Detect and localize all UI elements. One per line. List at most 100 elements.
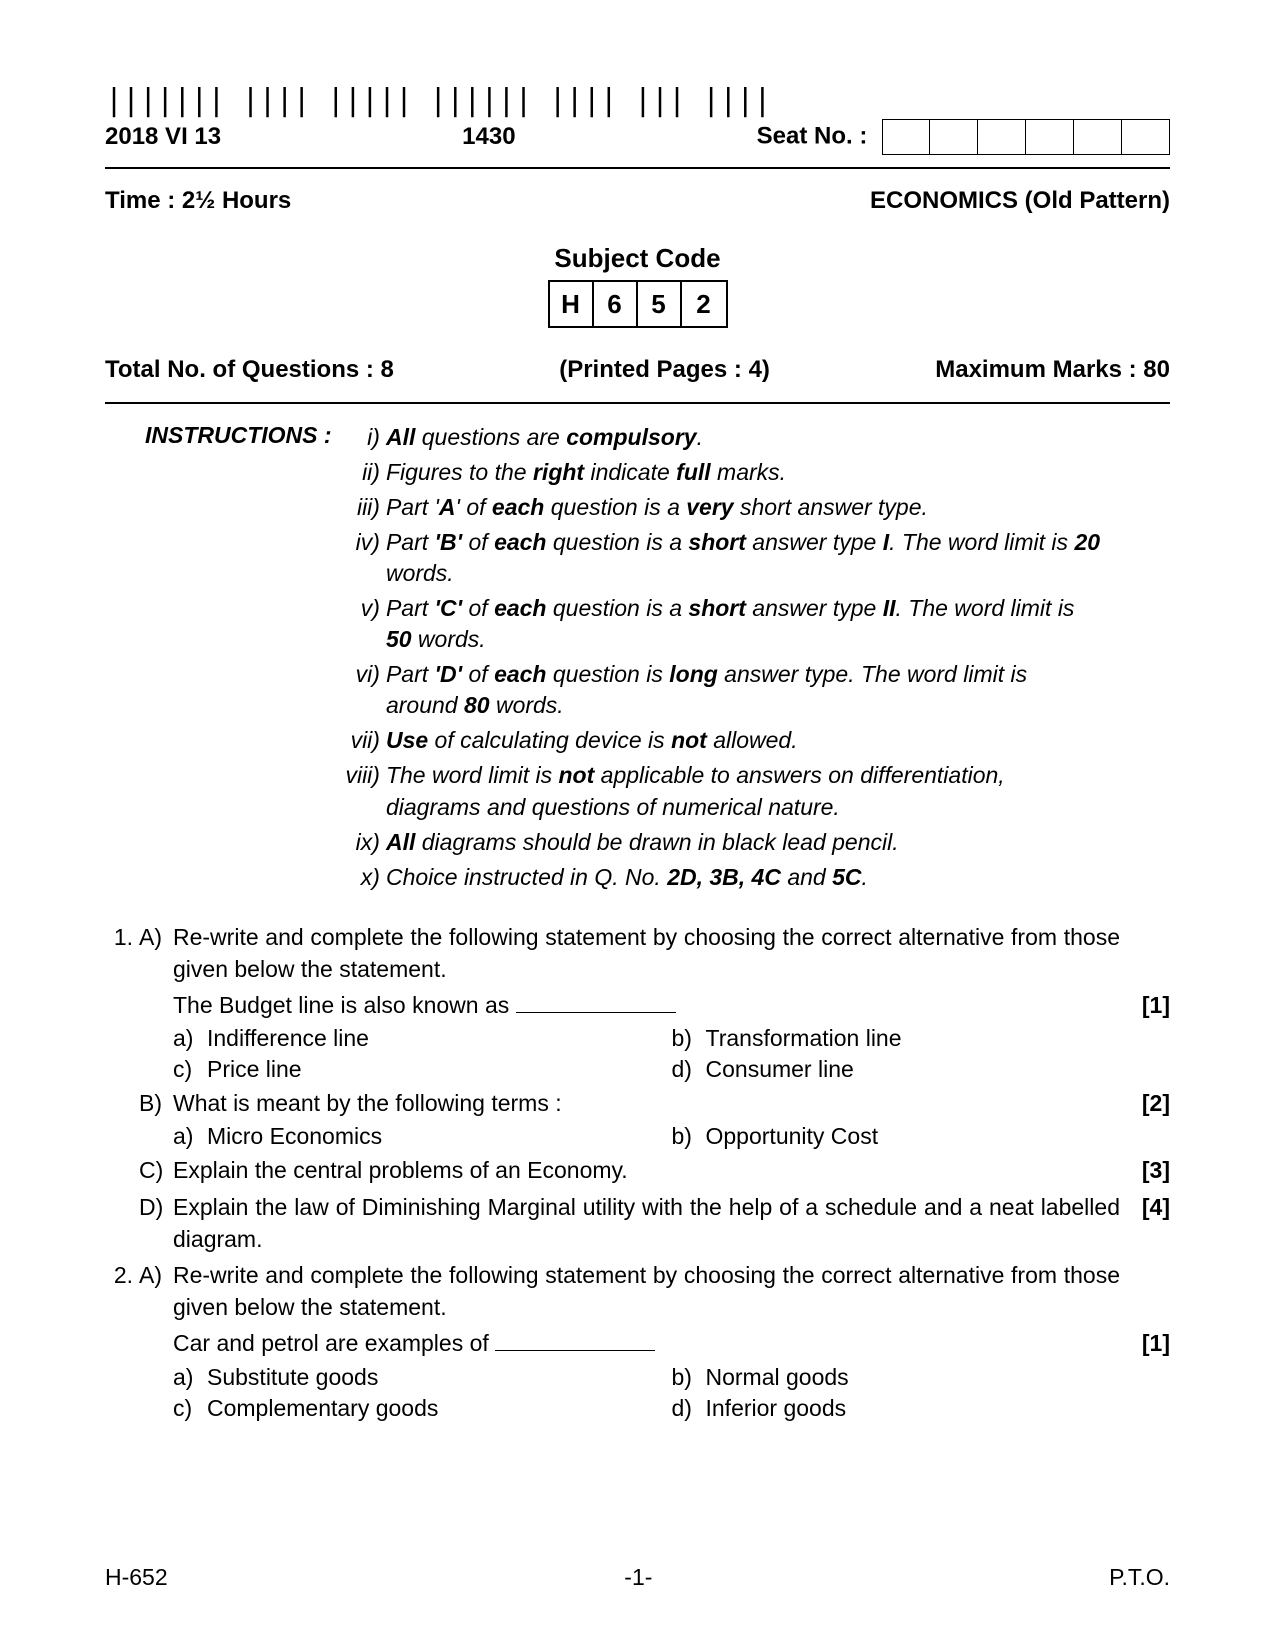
seat-box[interactable] bbox=[1074, 119, 1122, 155]
q-text: Explain the law of Diminishing Marginal … bbox=[173, 1191, 1120, 1255]
q-text: What is meant by the following terms : bbox=[173, 1087, 1120, 1119]
question-stem-row: Car and petrol are examples of [1] bbox=[105, 1327, 1170, 1359]
instruction-number: i) bbox=[342, 422, 386, 453]
q-marks: [4] bbox=[1120, 1191, 1170, 1255]
seat-label: Seat No. : bbox=[757, 122, 868, 149]
instruction-text: The word limit is not applicable to answ… bbox=[386, 760, 1102, 822]
q-text: Re-write and complete the following stat… bbox=[173, 1259, 1120, 1323]
question-row: B) What is meant by the following terms … bbox=[105, 1087, 1170, 1119]
subject-code-title: Subject Code bbox=[105, 243, 1170, 274]
opt-label: b) bbox=[672, 1025, 706, 1052]
options-row: a)Indifference line b)Transformation lin… bbox=[173, 1025, 1170, 1052]
total-questions: Total No. of Questions : 8 bbox=[105, 356, 394, 384]
q-number: 1. bbox=[105, 921, 139, 985]
instruction-number: iv) bbox=[342, 527, 386, 589]
max-marks: Maximum Marks : 80 bbox=[935, 356, 1170, 384]
opt-label: a) bbox=[173, 1025, 207, 1052]
q-marks bbox=[1120, 921, 1170, 985]
opt-text: Complementary goods bbox=[207, 1395, 438, 1422]
instruction-item: vii)Use of calculating device is not all… bbox=[342, 725, 1102, 756]
q-marks: [1] bbox=[1120, 1327, 1170, 1359]
question-row: C) Explain the central problems of an Ec… bbox=[105, 1154, 1170, 1186]
q-part: B) bbox=[139, 1087, 173, 1119]
seat-box[interactable] bbox=[1026, 119, 1074, 155]
exam-page: ||||||| |||| ||||| |||||| |||| ||| |||| … bbox=[0, 0, 1275, 1651]
instruction-item: vi)Part 'D' of each question is long ans… bbox=[342, 659, 1102, 721]
instruction-text: Figures to the right indicate full marks… bbox=[386, 457, 1102, 488]
q-marks: [3] bbox=[1120, 1154, 1170, 1186]
opt-label: a) bbox=[173, 1364, 207, 1391]
seat-boxes bbox=[882, 119, 1170, 155]
time-code: 1430 bbox=[462, 123, 515, 151]
instruction-number: viii) bbox=[342, 760, 386, 822]
divider bbox=[105, 402, 1170, 404]
code-boxes: H 6 5 2 bbox=[548, 280, 728, 328]
instruction-text: Part 'C' of each question is a short ans… bbox=[386, 593, 1102, 655]
opt-text: Substitute goods bbox=[207, 1364, 378, 1391]
instructions-list: i)All questions are compulsory.ii)Figure… bbox=[342, 422, 1102, 897]
question-stem-row: The Budget line is also known as [1] bbox=[105, 989, 1170, 1021]
instructions-block: INSTRUCTIONS : i)All questions are compu… bbox=[145, 422, 1170, 897]
code-char: H bbox=[550, 282, 594, 326]
opt-text: Transformation line bbox=[706, 1025, 902, 1052]
seat-box[interactable] bbox=[882, 119, 930, 155]
instruction-item: x)Choice instructed in Q. No. 2D, 3B, 4C… bbox=[342, 862, 1102, 893]
seat-group: Seat No. : bbox=[757, 119, 1170, 155]
stem-text: The Budget line is also known as bbox=[173, 992, 516, 1018]
instruction-item: iv)Part 'B' of each question is a short … bbox=[342, 527, 1102, 589]
seat-box[interactable] bbox=[978, 119, 1026, 155]
time-label: Time : 2½ Hours bbox=[105, 187, 291, 215]
instruction-item: iii)Part 'A' of each question is a very … bbox=[342, 492, 1102, 523]
options-row: c)Price line d)Consumer line bbox=[173, 1056, 1170, 1083]
opt-label: a) bbox=[173, 1123, 207, 1150]
instruction-number: vii) bbox=[342, 725, 386, 756]
instruction-number: ii) bbox=[342, 457, 386, 488]
barcode: ||||||| |||| ||||| |||||| |||| ||| |||| bbox=[105, 90, 1170, 111]
q-text: Explain the central problems of an Econo… bbox=[173, 1154, 1120, 1186]
q-stem: The Budget line is also known as bbox=[173, 989, 1120, 1021]
blank-line bbox=[495, 1350, 655, 1351]
instruction-item: viii)The word limit is not applicable to… bbox=[342, 760, 1102, 822]
seat-box[interactable] bbox=[1122, 119, 1170, 155]
printed-pages: (Printed Pages : 4) bbox=[559, 356, 770, 384]
opt-label: d) bbox=[672, 1395, 706, 1422]
blank-line bbox=[516, 1012, 676, 1013]
instruction-number: iii) bbox=[342, 492, 386, 523]
questions-block: 1. A) Re-write and complete the followin… bbox=[105, 921, 1170, 1422]
opt-text: Micro Economics bbox=[207, 1123, 382, 1150]
seat-box[interactable] bbox=[930, 119, 978, 155]
date-code: 2018 VI 13 bbox=[105, 123, 221, 151]
instruction-text: All diagrams should be drawn in black le… bbox=[386, 827, 1102, 858]
q-part: A) bbox=[139, 921, 173, 985]
footer-right: P.T.O. bbox=[1109, 1564, 1170, 1591]
q-marks: [1] bbox=[1120, 989, 1170, 1021]
opt-label: c) bbox=[173, 1056, 207, 1083]
opt-text: Consumer line bbox=[706, 1056, 854, 1083]
subject-title: ECONOMICS (Old Pattern) bbox=[870, 187, 1170, 215]
instruction-number: v) bbox=[342, 593, 386, 655]
opt-label: d) bbox=[672, 1056, 706, 1083]
q-part: C) bbox=[139, 1154, 173, 1186]
instruction-number: ix) bbox=[342, 827, 386, 858]
instruction-number: vi) bbox=[342, 659, 386, 721]
instruction-text: Part 'D' of each question is long answer… bbox=[386, 659, 1102, 721]
info-row: Total No. of Questions : 8 (Printed Page… bbox=[105, 356, 1170, 384]
instruction-item: ii)Figures to the right indicate full ma… bbox=[342, 457, 1102, 488]
instructions-label: INSTRUCTIONS : bbox=[145, 422, 332, 449]
time-subject-row: Time : 2½ Hours ECONOMICS (Old Pattern) bbox=[105, 187, 1170, 215]
footer-center: -1- bbox=[624, 1564, 652, 1591]
footer-left: H-652 bbox=[105, 1564, 168, 1591]
instruction-text: Part 'A' of each question is a very shor… bbox=[386, 492, 1102, 523]
opt-label: b) bbox=[672, 1364, 706, 1391]
instruction-text: Part 'B' of each question is a short ans… bbox=[386, 527, 1102, 589]
opt-text: Inferior goods bbox=[706, 1395, 847, 1422]
code-char: 5 bbox=[638, 282, 682, 326]
opt-label: b) bbox=[672, 1123, 706, 1150]
instruction-text: Use of calculating device is not allowed… bbox=[386, 725, 1102, 756]
divider bbox=[105, 167, 1170, 169]
q-marks bbox=[1120, 1259, 1170, 1323]
options-row: a)Substitute goods b)Normal goods bbox=[173, 1364, 1170, 1391]
instruction-item: ix)All diagrams should be drawn in black… bbox=[342, 827, 1102, 858]
instruction-text: Choice instructed in Q. No. 2D, 3B, 4C a… bbox=[386, 862, 1102, 893]
question-row: D) Explain the law of Diminishing Margin… bbox=[105, 1191, 1170, 1255]
